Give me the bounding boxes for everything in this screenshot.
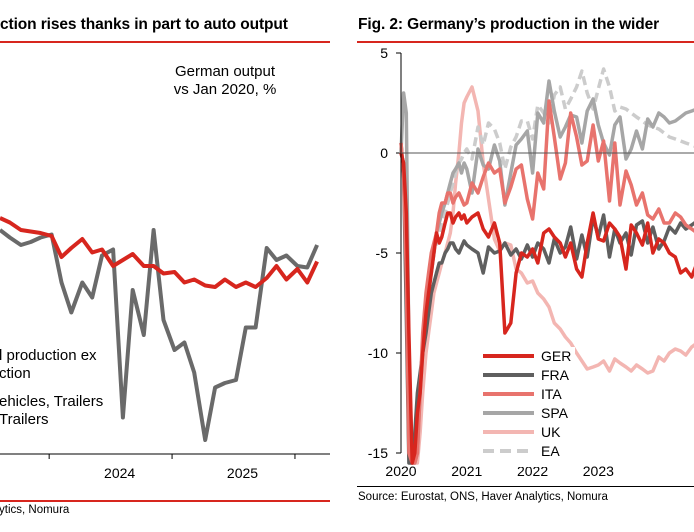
left-bottom-rule <box>0 500 330 502</box>
right-legend-label-spa: SPA <box>541 405 569 421</box>
right-series-fra <box>399 142 694 465</box>
right-source: Source: Eurostat, ONS, Haver Analytics, … <box>358 491 608 503</box>
right-series-ita <box>399 99 694 465</box>
right-legend-label-ita: ITA <box>541 386 562 402</box>
right-series-ea <box>399 67 694 465</box>
right-chart: 50-5-10-15 2020 2021 2022 2023 GERFRAITASPA… <box>368 45 694 479</box>
left-x-tick-label-2025: 2025 <box>227 465 258 481</box>
right-legend-label-fra: FRA <box>541 367 570 383</box>
right-legend: GER FRA ITA SPA UK EA <box>475 347 575 467</box>
left-chart: German output vs Jan 2020, % l productio… <box>0 63 330 481</box>
left-legend-line4: Trailers <box>0 411 48 428</box>
right-y-tick-label: 5 <box>380 45 388 61</box>
left-title-rule <box>0 41 330 43</box>
right-legend-background <box>475 347 575 467</box>
left-chart-title: ction rises thanks in part to auto outpu… <box>0 16 288 33</box>
right-title-rule <box>357 41 694 43</box>
left-annotation-line2: vs Jan 2020, % <box>174 81 277 98</box>
right-bottom-rule <box>357 486 694 487</box>
left-legend-line1: l production ex <box>0 347 97 364</box>
right-series-ger <box>399 152 694 465</box>
left-annotation-line1: German output <box>175 63 276 80</box>
right-y-tick-label: -5 <box>376 245 389 261</box>
right-legend-label-ea: EA <box>541 443 560 459</box>
left-legend-line2: ction <box>0 365 31 382</box>
right-x-tick-label-2021: 2021 <box>451 463 482 479</box>
left-series-industrial-production-ex-construction <box>0 216 319 289</box>
right-x-tick-label-2023: 2023 <box>583 463 614 479</box>
left-x-tick-label-2024: 2024 <box>104 465 135 481</box>
right-y-tick-label: -15 <box>368 445 388 461</box>
right-legend-label-uk: UK <box>541 424 561 440</box>
right-x-tick-label-2020: 2020 <box>385 463 416 479</box>
left-source: ytics, Nomura <box>0 504 70 516</box>
right-legend-label-ger: GER <box>541 348 571 364</box>
right-chart-title: Fig. 2: Germany’s production in the wide… <box>358 16 660 33</box>
left-legend-line3: ehicles, Trailers <box>0 393 103 410</box>
right-y-tick-label: 0 <box>380 145 388 161</box>
right-y-tick-label: -10 <box>368 345 388 361</box>
